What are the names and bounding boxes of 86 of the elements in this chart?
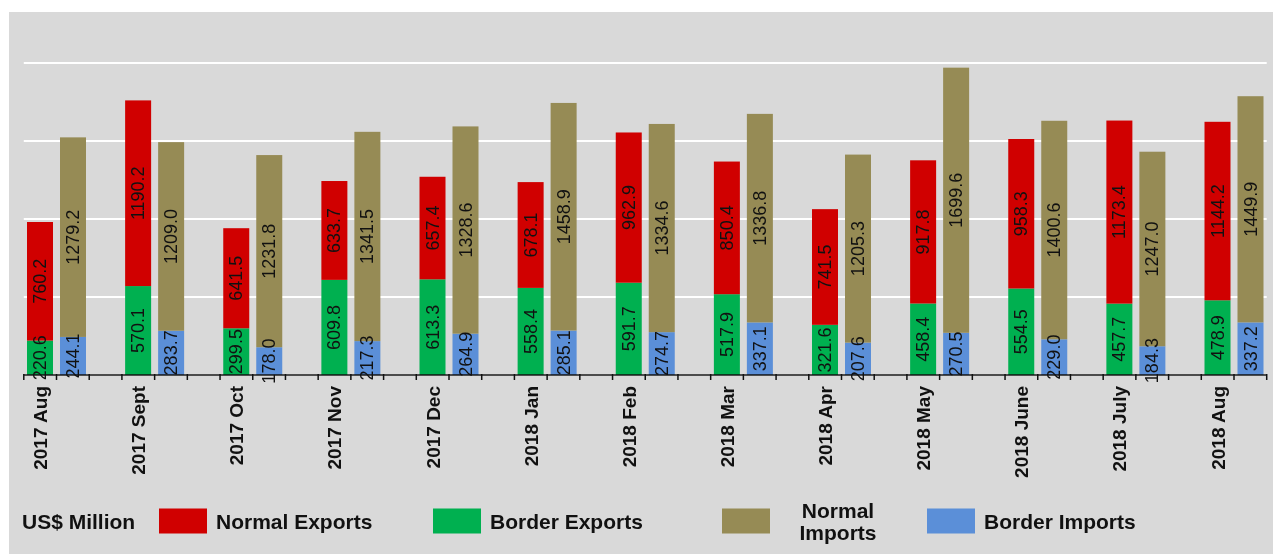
data-label: 1209.0 bbox=[161, 208, 182, 264]
data-label: 517.9 bbox=[716, 312, 737, 358]
data-label: 207.6 bbox=[848, 336, 868, 382]
data-label: 613.3 bbox=[422, 304, 443, 350]
data-label: 1458.9 bbox=[553, 189, 574, 245]
bar bbox=[1204, 121, 1231, 301]
data-label: 570.1 bbox=[128, 308, 149, 354]
legend-label: Border Exports bbox=[490, 509, 643, 533]
data-label: 337.2 bbox=[1240, 326, 1261, 372]
data-label: 1144.2 bbox=[1207, 184, 1228, 238]
data-label: 1247.0 bbox=[1142, 221, 1163, 277]
x-tick-label: 2018 Mar bbox=[716, 385, 738, 468]
data-label: 1279.2 bbox=[63, 209, 83, 265]
bar bbox=[550, 102, 577, 331]
data-label: 285.1 bbox=[553, 330, 574, 376]
x-tick-label: 2018 June bbox=[1010, 386, 1032, 478]
bar bbox=[1106, 120, 1133, 304]
bar bbox=[1008, 139, 1035, 289]
x-tick-label: 2017 Oct bbox=[225, 385, 247, 466]
data-label: 609.8 bbox=[324, 304, 345, 350]
bar bbox=[125, 100, 152, 287]
x-tick-label: 2018 May bbox=[912, 385, 934, 471]
x-tick-label: 2018 July bbox=[1108, 385, 1130, 472]
x-tick-label: 2017 Nov bbox=[323, 385, 345, 470]
legend-label: Normal Imports bbox=[799, 498, 877, 544]
bar bbox=[943, 67, 970, 333]
data-label: 917.8 bbox=[913, 209, 934, 255]
bar bbox=[910, 160, 937, 304]
data-label: 457.7 bbox=[1109, 316, 1130, 362]
data-label: 1699.6 bbox=[946, 172, 967, 228]
bar bbox=[158, 142, 185, 331]
data-label: 178.0 bbox=[259, 338, 280, 384]
data-label: 1328.6 bbox=[455, 202, 476, 258]
data-label: 299.5 bbox=[226, 329, 247, 375]
bar bbox=[452, 126, 479, 334]
bar bbox=[648, 123, 675, 333]
bar bbox=[615, 132, 642, 283]
data-label: 1205.3 bbox=[848, 221, 868, 277]
data-label: 229.0 bbox=[1044, 334, 1065, 380]
bar bbox=[746, 113, 773, 323]
legend-title: US$ Million bbox=[22, 509, 136, 533]
data-label: 850.4 bbox=[716, 205, 737, 251]
bar bbox=[812, 209, 838, 325]
legend-label: Normal Exports bbox=[216, 509, 373, 533]
data-label: 958.3 bbox=[1011, 191, 1032, 237]
data-label: 1173.4 bbox=[1109, 185, 1130, 239]
x-tick-label: 2018 Feb bbox=[618, 386, 640, 468]
bar bbox=[517, 182, 544, 288]
data-label: 1449.9 bbox=[1240, 181, 1261, 237]
data-label: 1231.8 bbox=[259, 223, 280, 279]
data-label: 270.5 bbox=[946, 331, 967, 377]
data-label: 458.4 bbox=[913, 316, 934, 362]
data-label: 244.1 bbox=[63, 333, 83, 379]
data-label: 337.1 bbox=[749, 326, 770, 372]
data-label: 657.4 bbox=[422, 205, 443, 251]
data-label: 633.7 bbox=[324, 207, 345, 253]
bar bbox=[713, 161, 740, 295]
data-label: 554.5 bbox=[1011, 309, 1032, 355]
x-tick-label: 2018 Jan bbox=[520, 386, 542, 467]
data-label: 760.2 bbox=[30, 258, 50, 304]
data-label: 1400.6 bbox=[1044, 202, 1065, 258]
data-label: 678.1 bbox=[520, 212, 541, 258]
data-label: 264.9 bbox=[455, 331, 476, 377]
data-label: 591.7 bbox=[618, 306, 639, 352]
x-tick-label: 2017 Sept bbox=[127, 385, 149, 475]
data-label: 321.6 bbox=[815, 327, 835, 373]
x-tick-label: 2017 Dec bbox=[422, 385, 443, 469]
data-label: 558.4 bbox=[520, 308, 541, 354]
data-label: 641.5 bbox=[226, 255, 247, 301]
data-label: 283.7 bbox=[161, 330, 182, 376]
x-tick-label: 2018 Apr bbox=[814, 385, 836, 466]
data-label: 478.9 bbox=[1207, 315, 1228, 361]
data-label: 1334.6 bbox=[651, 200, 672, 256]
bar bbox=[1237, 96, 1264, 323]
data-label: 1336.8 bbox=[749, 190, 770, 246]
data-label: 184.3 bbox=[1142, 338, 1163, 384]
data-label: 274.7 bbox=[651, 331, 672, 377]
data-label: 962.9 bbox=[618, 185, 639, 231]
x-tick-label: 2017 Aug bbox=[29, 386, 51, 470]
x-tick-label: 2018 Aug bbox=[1207, 386, 1228, 470]
data-label: 741.5 bbox=[815, 244, 835, 290]
data-label: 1341.5 bbox=[357, 208, 378, 264]
legend-label: Border Imports bbox=[984, 509, 1136, 533]
data-label: 217.3 bbox=[357, 335, 378, 381]
data-label: 1190.2 bbox=[128, 166, 149, 221]
data-label: 220.6 bbox=[30, 335, 50, 381]
